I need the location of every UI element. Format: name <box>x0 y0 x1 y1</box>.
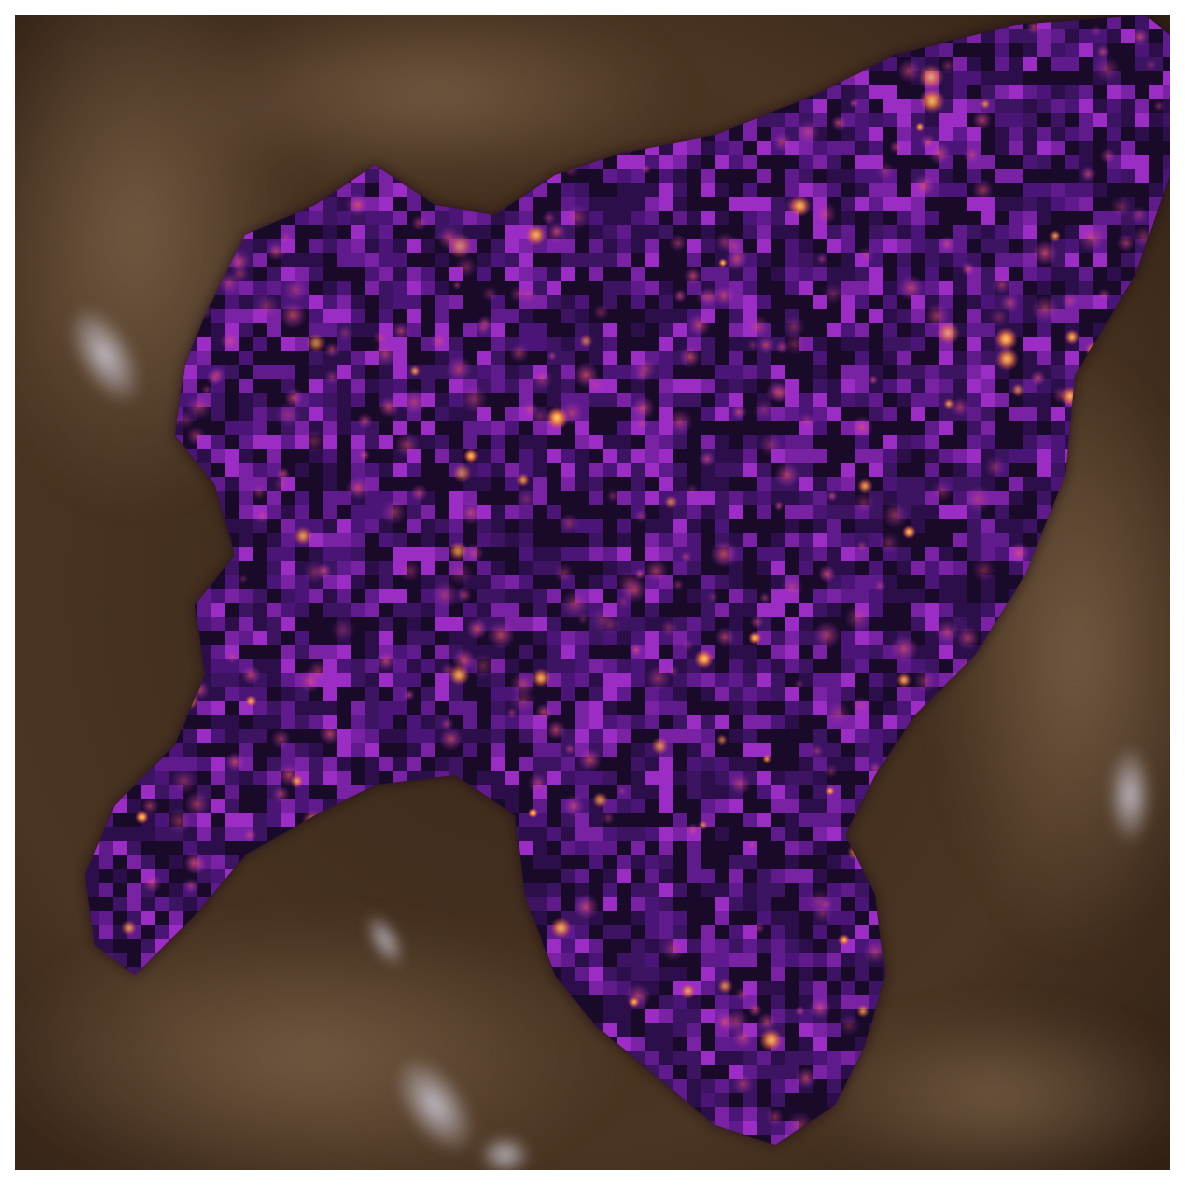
image-frame <box>15 15 1170 1170</box>
heatmap-overlay-image <box>15 15 1170 1170</box>
